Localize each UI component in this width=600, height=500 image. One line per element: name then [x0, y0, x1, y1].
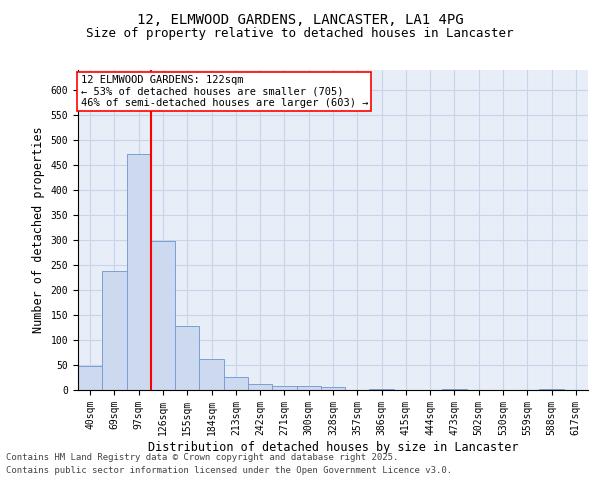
Text: 12 ELMWOOD GARDENS: 122sqm
← 53% of detached houses are smaller (705)
46% of sem: 12 ELMWOOD GARDENS: 122sqm ← 53% of deta…	[80, 75, 368, 108]
Text: 12, ELMWOOD GARDENS, LANCASTER, LA1 4PG: 12, ELMWOOD GARDENS, LANCASTER, LA1 4PG	[137, 12, 463, 26]
Bar	[296, 386, 321, 390]
Bar	[102, 271, 127, 390]
Bar	[175, 326, 199, 390]
Bar	[272, 386, 296, 390]
Text: Size of property relative to detached houses in Lancaster: Size of property relative to detached ho…	[86, 28, 514, 40]
Text: Contains HM Land Registry data © Crown copyright and database right 2025.: Contains HM Land Registry data © Crown c…	[6, 454, 398, 462]
Bar	[321, 386, 345, 390]
Bar	[224, 377, 248, 390]
Bar	[151, 241, 175, 390]
Bar	[199, 358, 224, 390]
Bar	[248, 384, 272, 390]
X-axis label: Distribution of detached houses by size in Lancaster: Distribution of detached houses by size …	[148, 440, 518, 454]
Bar	[370, 389, 394, 390]
Y-axis label: Number of detached properties: Number of detached properties	[32, 126, 45, 334]
Bar	[442, 388, 467, 390]
Text: Contains public sector information licensed under the Open Government Licence v3: Contains public sector information licen…	[6, 466, 452, 475]
Bar	[78, 366, 102, 390]
Bar	[127, 154, 151, 390]
Bar	[539, 389, 564, 390]
